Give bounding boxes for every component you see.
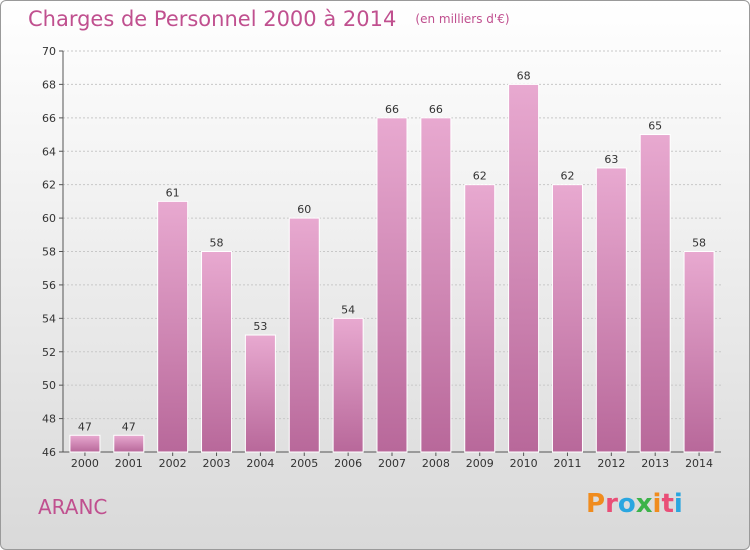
value-label: 62 [560,170,574,183]
y-tick-label: 62 [42,179,56,192]
bar [244,334,276,453]
x-tick-label: 2010 [510,457,538,470]
y-tick-label: 52 [42,346,56,359]
x-tick-label: 2000 [71,457,99,470]
x-tick-label: 2013 [641,457,669,470]
value-label: 65 [648,120,662,133]
bar [201,251,233,453]
y-tick-label: 70 [42,45,56,58]
x-tick-label: 2004 [246,457,274,470]
bars [69,83,715,453]
y-tick-label: 50 [42,379,56,392]
labels: 46 48 50 52 54 56 58 60 62 64 66 68 70 47 2000 47 2001 61… [42,45,713,470]
chart-subtitle: (en milliers d'€) [415,12,510,26]
value-label: 61 [166,186,180,199]
commune-name: ARANC [38,495,108,519]
y-tick-label: 56 [42,279,56,292]
logo-letter: i [673,489,683,519]
value-label: 53 [253,320,267,333]
logo-letter: i [652,489,662,519]
value-label: 47 [122,420,136,433]
bar [595,167,627,453]
y-tick-label: 58 [42,246,56,259]
value-label: 54 [341,303,355,316]
bar [69,434,101,453]
bar [376,117,408,453]
y-tick-label: 66 [42,112,56,125]
bar [464,184,496,453]
proxiti-logo[interactable]: Proxiti [586,489,683,519]
bar [683,251,715,453]
bar [508,83,540,453]
bar [639,134,671,453]
value-label: 58 [692,237,706,250]
value-label: 47 [78,420,92,433]
x-tick-label: 2006 [334,457,362,470]
value-label: 62 [473,170,487,183]
bar [332,317,364,453]
title-row: Charges de Personnel 2000 à 2014 (en mil… [28,7,510,31]
logo-letter: r [605,489,618,519]
x-tick-label: 2008 [422,457,450,470]
logo-letter: x [635,489,653,519]
bar [420,117,452,453]
x-tick-label: 2002 [159,457,187,470]
bar [288,217,320,453]
x-tick-label: 2014 [685,457,713,470]
logo-letter: t [661,489,674,519]
y-tick-label: 54 [42,312,56,325]
x-tick-label: 2007 [378,457,406,470]
logo-letter: P [586,489,606,519]
chart-title: Charges de Personnel 2000 à 2014 [28,7,397,31]
x-tick-label: 2001 [115,457,143,470]
bar [113,434,145,453]
bar [551,184,583,453]
logo-letter: o [617,489,636,519]
value-label: 68 [517,69,531,82]
y-tick-label: 60 [42,212,56,225]
y-tick-label: 46 [42,446,56,459]
value-label: 66 [429,103,443,116]
value-label: 60 [297,203,311,216]
x-tick-label: 2005 [290,457,318,470]
y-tick-label: 68 [42,78,56,91]
value-label: 58 [210,237,224,250]
y-tick-label: 64 [42,145,56,158]
value-label: 66 [385,103,399,116]
bar [157,200,189,453]
value-label: 63 [604,153,618,166]
x-tick-label: 2009 [466,457,494,470]
x-tick-label: 2011 [553,457,581,470]
x-tick-label: 2012 [597,457,625,470]
x-tick-label: 2003 [203,457,231,470]
y-tick-label: 48 [42,413,56,426]
